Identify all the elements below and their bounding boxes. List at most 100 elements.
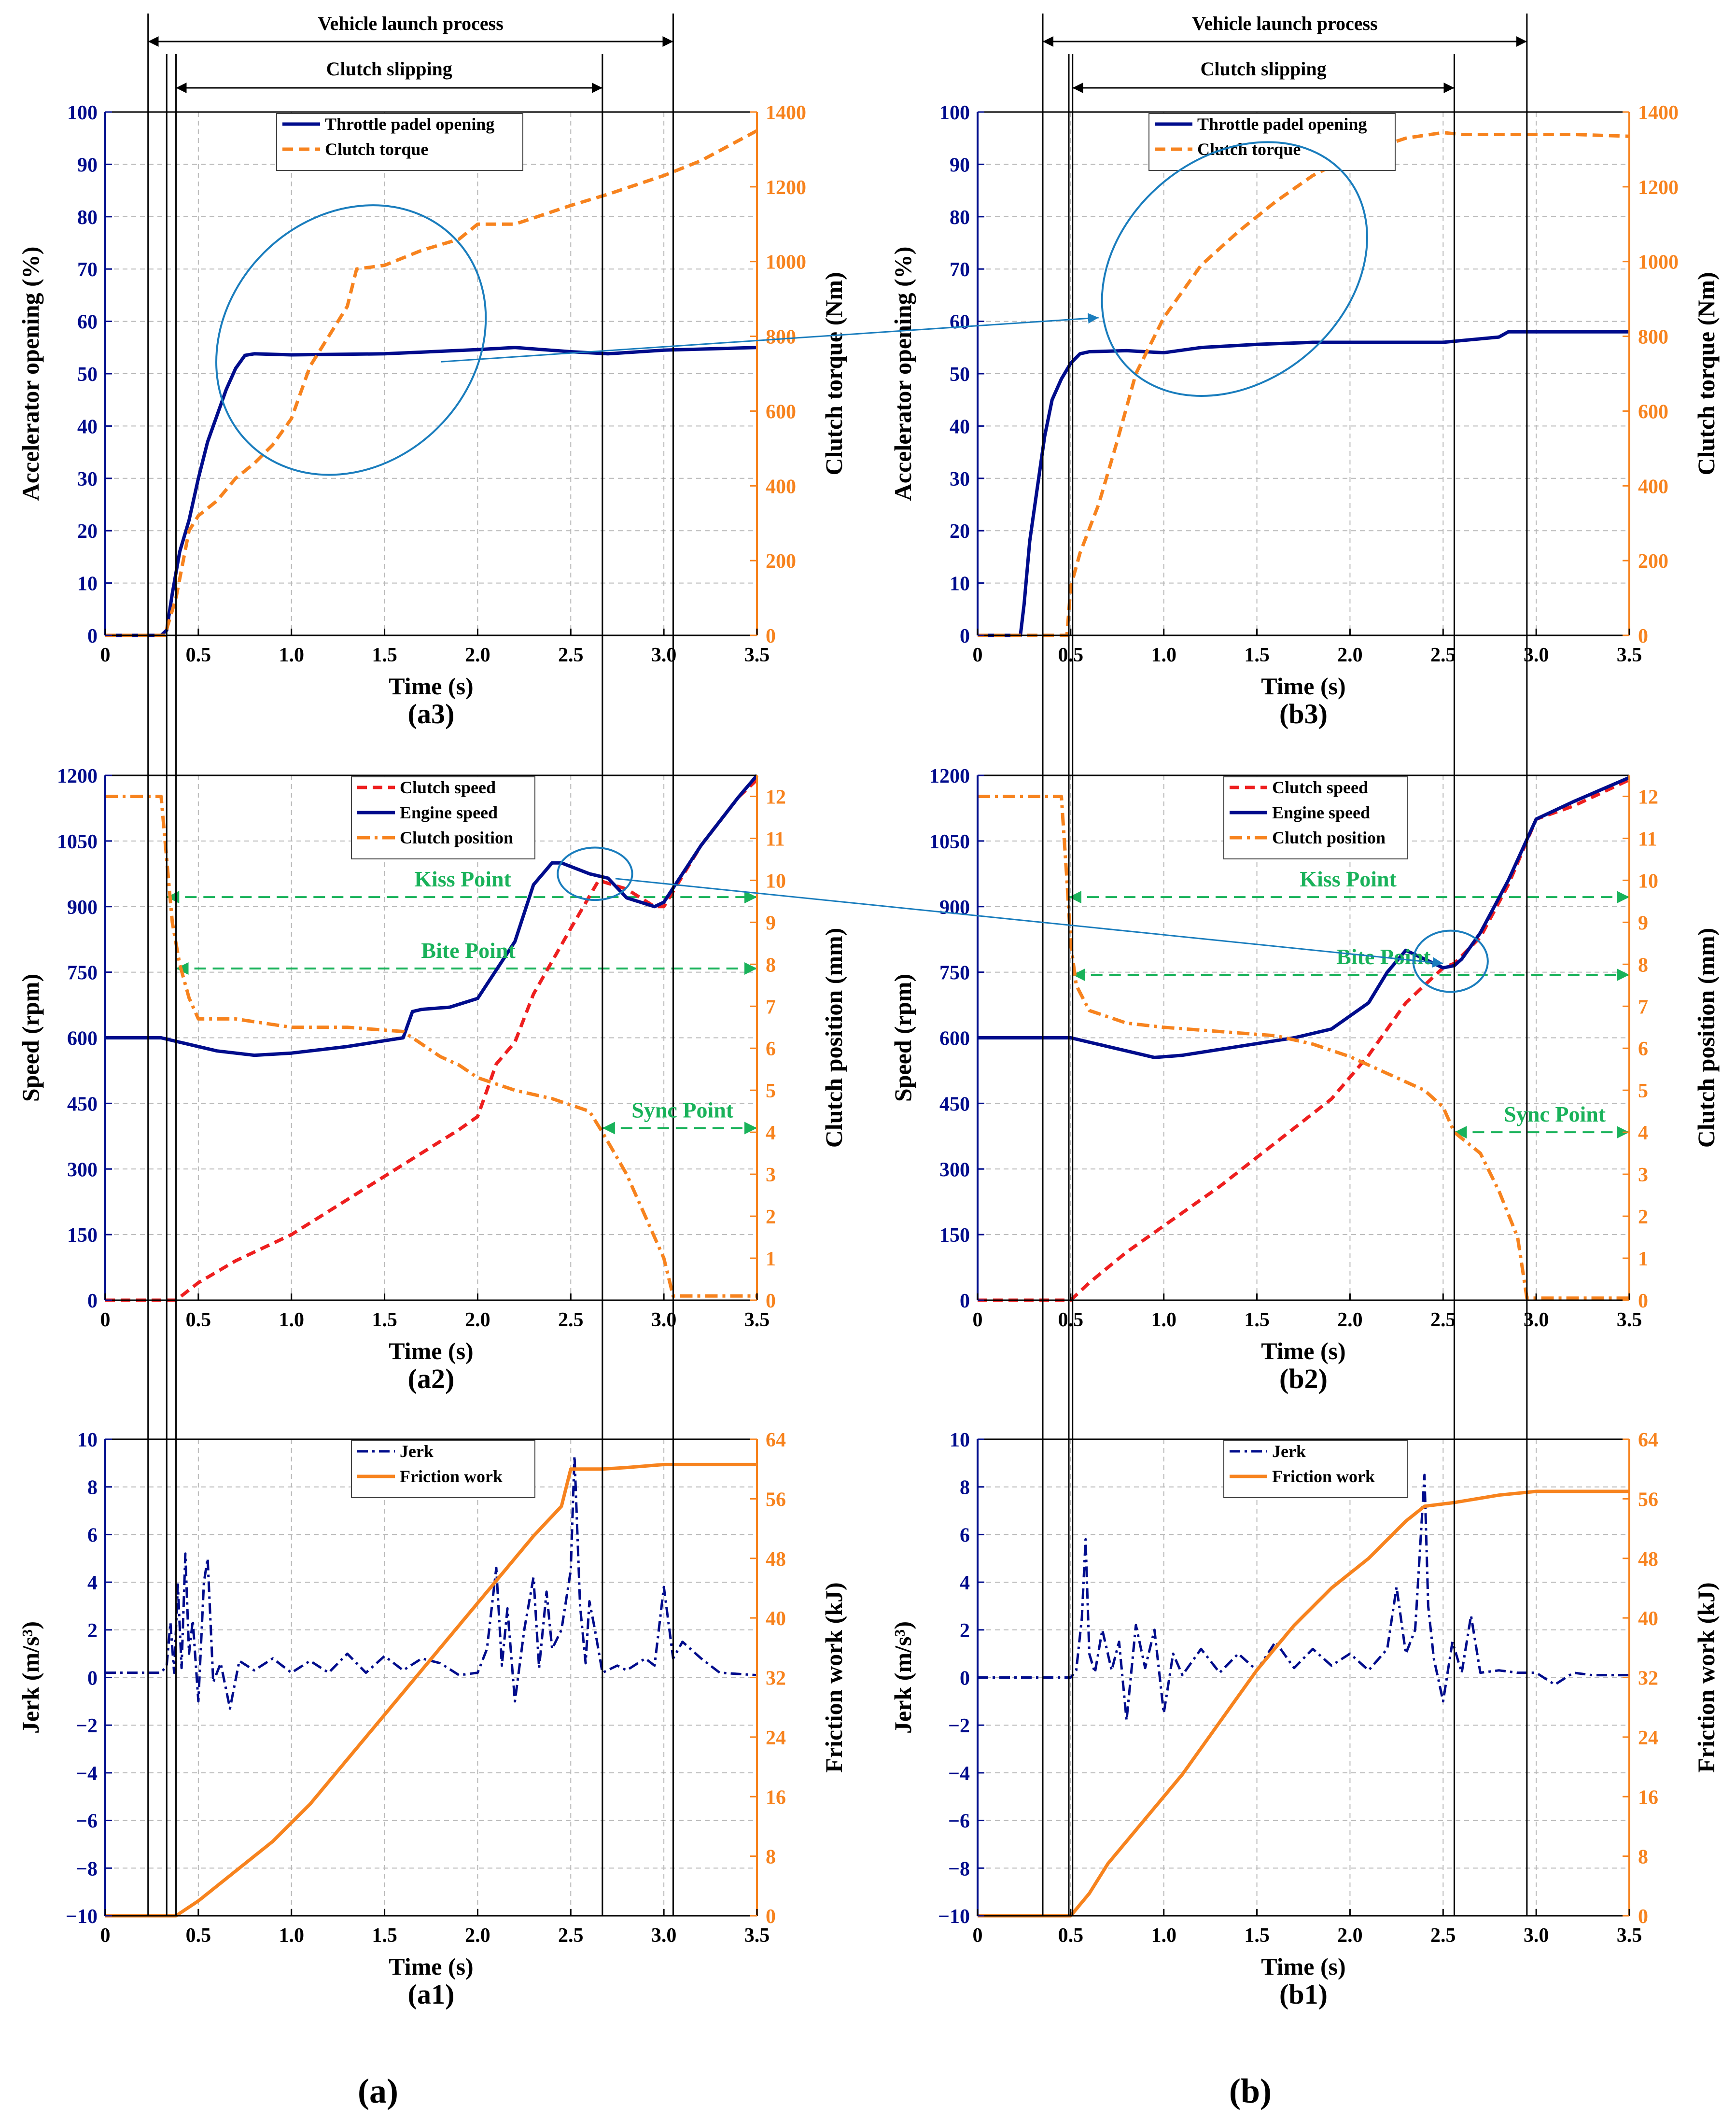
chart-a3-ytick-label-right: 400 xyxy=(766,476,796,498)
chart-b2-ytick-label-right: 0 xyxy=(1638,1290,1648,1312)
chart-b2-xtick-label: 1.0 xyxy=(1151,1309,1176,1331)
chart-a2-series-0 xyxy=(105,778,758,1302)
chart-b2-xtick-label: 3.5 xyxy=(1617,1309,1642,1331)
chart-b1-ytick-label-right: 56 xyxy=(1638,1488,1658,1511)
chart-b1-ytick-label-right: 40 xyxy=(1638,1608,1658,1630)
chart-b3-series-1 xyxy=(978,131,1630,637)
chart-a2-series-2 xyxy=(105,795,757,1298)
chart-b1-ylabel-left: Jerk (m/s³) xyxy=(889,1621,916,1734)
chart-a1-ytick-label-left: 0 xyxy=(87,1668,98,1690)
chart-b3-xtick-label: 3.0 xyxy=(1524,644,1549,666)
chart-b2-ylabel-right: Clutch position (mm) xyxy=(1693,928,1720,1148)
chart-b2-ytick-label-left: 600 xyxy=(939,1028,970,1050)
chart-b1-xtick-label: 1.5 xyxy=(1244,1924,1270,1947)
annotation-ellipses xyxy=(215,141,1489,993)
chart-b1-legend-entry-1: Friction work xyxy=(1272,1467,1375,1486)
chart-b2-ytick-label-right: 1 xyxy=(1638,1248,1648,1270)
chart-a1-legend-entry-1: Friction work xyxy=(400,1467,503,1486)
chart-b3-xtick-label: 1.5 xyxy=(1244,644,1270,666)
chart-b2-ytick-label-left: 1050 xyxy=(929,831,970,853)
launch-annotation-b: Vehicle launch process xyxy=(1043,13,1527,47)
chart-b2-ytick-label-right: 5 xyxy=(1638,1080,1648,1102)
chart-a2-guide-label-1: Bite Point xyxy=(421,938,516,963)
chart-a1-xtick-label: 1.5 xyxy=(372,1924,397,1947)
chart-a3-ytick-label-left: 10 xyxy=(77,573,98,595)
chart-a2-xtick-label: 1.5 xyxy=(372,1309,397,1331)
chart-a3-ytick-label-right: 0 xyxy=(766,625,776,647)
launch-label-b: Vehicle launch process xyxy=(1192,13,1377,34)
chart-a2-legend-entry-1: Engine speed xyxy=(400,803,498,822)
chart-a2-xtick-label: 3.5 xyxy=(744,1309,770,1331)
chart-a2-ytick-label-right: 6 xyxy=(766,1038,776,1060)
chart-b3-ytick-label-left: 70 xyxy=(950,259,970,281)
chart-b2-ytick-label-left: 750 xyxy=(939,962,970,984)
chart-a1-ytick-label-left: −6 xyxy=(76,1811,98,1833)
chart-b1-ytick-label-right: 48 xyxy=(1638,1548,1658,1571)
chart-a2-legend xyxy=(351,776,535,859)
chart-a3-highlight-ellipse xyxy=(215,204,487,476)
chart-b3-ytick-label-left: 20 xyxy=(950,520,970,543)
chart-a1-ytick-label-right: 48 xyxy=(766,1548,786,1571)
chart-b1-ytick-label-right: 0 xyxy=(1638,1906,1648,1928)
chart-b3-xtick-label: 2.5 xyxy=(1430,644,1456,666)
slip-label-b: Clutch slipping xyxy=(1200,58,1326,80)
chart-a2-xtick-label: 3.0 xyxy=(651,1309,677,1331)
chart-a2-ytick-label-right: 10 xyxy=(766,870,786,892)
chart-b2-ytick-label-right: 2 xyxy=(1638,1206,1648,1228)
chart-a1-legend-entry-0: Jerk xyxy=(400,1442,434,1461)
chart-a2-xlabel: Time (s) xyxy=(389,1337,473,1364)
chart-b3-ytick-label-right: 1000 xyxy=(1638,252,1679,274)
chart-b3-xlabel: Time (s) xyxy=(1261,673,1345,700)
chart-b2-ytick-label-right: 8 xyxy=(1638,954,1648,976)
chart-b1-ytick-label-left: 8 xyxy=(960,1477,970,1499)
chart-b2-series-2 xyxy=(978,795,1629,1300)
chart-a1-ytick-label-left: 6 xyxy=(87,1524,98,1546)
chart-b1-xlabel: Time (s) xyxy=(1261,1953,1345,1980)
gridlines xyxy=(105,112,1629,1916)
chart-a3-xtick-label: 0.5 xyxy=(186,644,211,666)
chart-a2-ylabel-left: Speed (rpm) xyxy=(17,974,44,1102)
chart-a2-xtick-label: 0.5 xyxy=(186,1309,211,1331)
chart-a2-guide-label-0: Kiss Point xyxy=(414,867,511,891)
chart-a2-series-1 xyxy=(105,774,758,1057)
chart-b3-highlight-ellipse xyxy=(1101,141,1368,397)
chart-b3-xtick-label: 2.0 xyxy=(1337,644,1363,666)
chart-a3-xtick-label: 2.5 xyxy=(558,644,584,666)
chart-b2-ytick-label-right: 11 xyxy=(1638,828,1657,850)
chart-a2-ytick-label-right: 12 xyxy=(766,786,786,808)
chart-b2-ytick-label-right: 10 xyxy=(1638,870,1658,892)
data-series xyxy=(105,129,1630,1918)
chart-b1-ytick-label-left: −2 xyxy=(948,1715,970,1737)
chart-a2-ytick-label-right: 11 xyxy=(766,828,785,850)
chart-b1-ytick-label-right: 16 xyxy=(1638,1786,1658,1809)
chart-b3-ytick-label-right: 400 xyxy=(1638,476,1668,498)
chart-b1-ytick-label-left: 0 xyxy=(960,1668,970,1690)
chart-b3-ylabel-right: Clutch torque (Nm) xyxy=(1693,272,1720,475)
chart-a2-ytick-label-right: 8 xyxy=(766,954,776,976)
chart-a3-ytick-label-left: 0 xyxy=(87,625,98,647)
launch-annotation-a: Vehicle launch process xyxy=(148,13,673,47)
chart-b3-ylabel-left: Accelerator opening (%) xyxy=(889,247,916,501)
chart-a2-xtick-label: 2.0 xyxy=(465,1309,490,1331)
chart-a2-ytick-label-left: 750 xyxy=(67,962,98,984)
chart-a3-series-0 xyxy=(105,346,757,637)
chart-b3-ytick-label-right: 0 xyxy=(1638,625,1648,647)
chart-a2-ytick-label-right: 5 xyxy=(766,1080,776,1102)
chart-a1-ylabel-left: Jerk (m/s³) xyxy=(17,1621,44,1734)
chart-b2-xtick-label: 3.0 xyxy=(1524,1309,1549,1331)
chart-b3-ytick-label-left: 30 xyxy=(950,468,970,491)
labels: 0 0.5 1.0 1.5 2.0 2.5 3.0 3.5010203040506070809… xyxy=(17,102,1720,2010)
chart-a1-ylabel-right: Friction work (kJ) xyxy=(820,1582,847,1772)
chart-a2-highlight-ellipse xyxy=(557,846,633,901)
chart-a1-ytick-label-left: −8 xyxy=(76,1858,98,1880)
chart-b1-ytick-label-left: 2 xyxy=(960,1620,970,1642)
chart-b2-guide-label-0: Kiss Point xyxy=(1300,867,1397,891)
chart-b1-ytick-label-left: 10 xyxy=(950,1429,970,1451)
chart-a1-ytick-label-right: 8 xyxy=(766,1846,776,1868)
chart-b2-ytick-label-left: 900 xyxy=(939,897,970,919)
chart-b3-ytick-label-left: 50 xyxy=(950,364,970,386)
column-caption-a: (a) xyxy=(358,2072,398,2110)
event-markers xyxy=(147,14,1528,1916)
chart-b2-xtick-label: 2.5 xyxy=(1430,1309,1456,1331)
